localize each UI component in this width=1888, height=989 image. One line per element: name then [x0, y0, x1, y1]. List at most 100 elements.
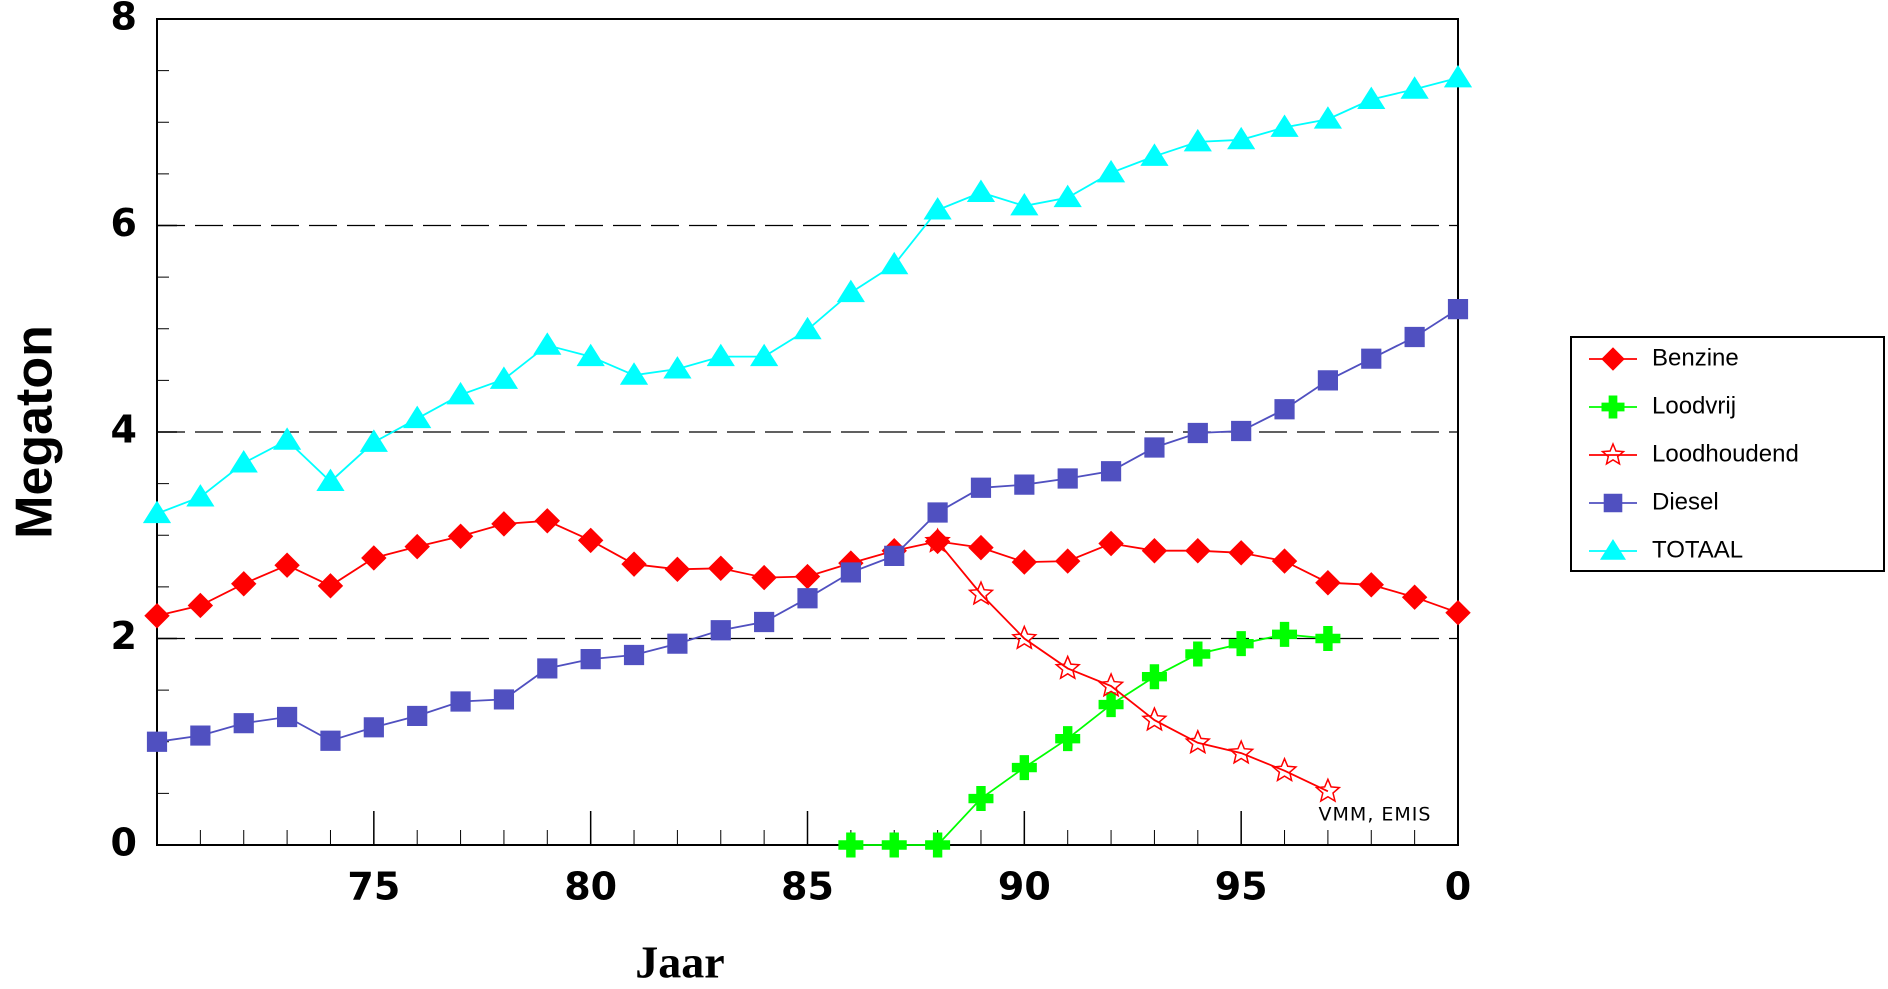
marker [710, 620, 731, 641]
marker [533, 332, 562, 355]
x-tick-label: 95 [1215, 865, 1268, 909]
marker [146, 731, 168, 752]
marker [1141, 664, 1167, 690]
marker [1185, 538, 1211, 564]
marker [1315, 626, 1341, 651]
marker [1185, 641, 1211, 667]
marker [1014, 474, 1035, 495]
marker [447, 523, 474, 549]
marker [1599, 539, 1627, 560]
x-axis-label: Jaar [635, 937, 724, 988]
marker [274, 552, 300, 578]
marker [1227, 126, 1256, 150]
marker [1445, 599, 1471, 626]
marker [1096, 159, 1126, 183]
marker [664, 556, 691, 583]
marker [1140, 143, 1169, 166]
marker [317, 573, 344, 599]
marker [751, 564, 777, 591]
series-line [936, 540, 1329, 793]
marker [1270, 114, 1299, 137]
marker [970, 477, 992, 498]
x-tick-label: 90 [998, 865, 1051, 909]
marker [1097, 672, 1125, 698]
legend-label: Loodvrij [1652, 392, 1736, 419]
marker [884, 545, 905, 566]
marker [1361, 348, 1382, 369]
marker [1313, 106, 1343, 129]
marker [446, 381, 475, 405]
legend-label: Diesel [1652, 488, 1719, 515]
x-tick-label: 85 [781, 865, 834, 909]
marker [968, 786, 994, 812]
marker [316, 468, 345, 492]
marker [577, 527, 604, 554]
series-line [850, 633, 1328, 846]
marker [1144, 437, 1165, 458]
marker [1357, 86, 1386, 110]
marker [144, 603, 170, 629]
marker [1314, 777, 1342, 803]
marker [754, 611, 775, 633]
marker [1443, 64, 1473, 88]
marker [1057, 468, 1078, 489]
marker [621, 551, 647, 577]
marker [489, 366, 519, 389]
marker [576, 343, 605, 367]
marker [619, 362, 649, 385]
marker [361, 545, 387, 571]
marker [1054, 654, 1081, 680]
marker [1603, 493, 1623, 513]
marker [750, 343, 779, 367]
marker [1271, 548, 1298, 574]
marker [277, 706, 298, 728]
annotation: VMM, EMIS [1319, 804, 1432, 826]
marker [1447, 299, 1469, 320]
marker [663, 356, 692, 379]
marker [537, 658, 558, 679]
marker [1401, 584, 1428, 610]
y-tick-label: 6 [111, 201, 137, 245]
marker [1100, 461, 1122, 482]
marker [836, 279, 865, 303]
marker [968, 534, 994, 561]
marker [1272, 621, 1298, 647]
y-axis-label: Megaton [6, 325, 64, 539]
x-tick-label: 0 [1445, 865, 1471, 909]
x-tick-label: 75 [347, 865, 400, 909]
series-line [156, 77, 1459, 515]
marker [1231, 420, 1252, 442]
legend-label: TOTAAL [1652, 536, 1743, 563]
marker [1054, 548, 1081, 574]
marker [1010, 192, 1039, 216]
x-tick-label: 80 [564, 865, 617, 909]
marker [924, 527, 951, 553]
y-tick-label: 4 [111, 408, 137, 452]
marker [491, 511, 517, 537]
marker [320, 730, 341, 751]
marker [187, 592, 214, 619]
marker [359, 429, 388, 452]
marker [534, 508, 561, 534]
marker [580, 649, 601, 670]
marker [708, 555, 734, 581]
marker [838, 832, 864, 858]
marker [1228, 540, 1254, 566]
series-line [156, 308, 1459, 743]
marker [1184, 728, 1212, 755]
marker [1011, 755, 1037, 781]
y-tick-label: 2 [111, 614, 137, 658]
marker [1400, 76, 1429, 99]
marker [1053, 184, 1082, 208]
marker [1274, 399, 1295, 420]
legend-label: Benzine [1652, 344, 1739, 371]
marker [667, 633, 688, 654]
marker [1600, 442, 1626, 466]
marker [1141, 706, 1168, 732]
marker [450, 691, 471, 712]
marker [1404, 326, 1425, 348]
marker [840, 562, 861, 583]
marker [231, 571, 257, 597]
marker [1187, 422, 1208, 444]
